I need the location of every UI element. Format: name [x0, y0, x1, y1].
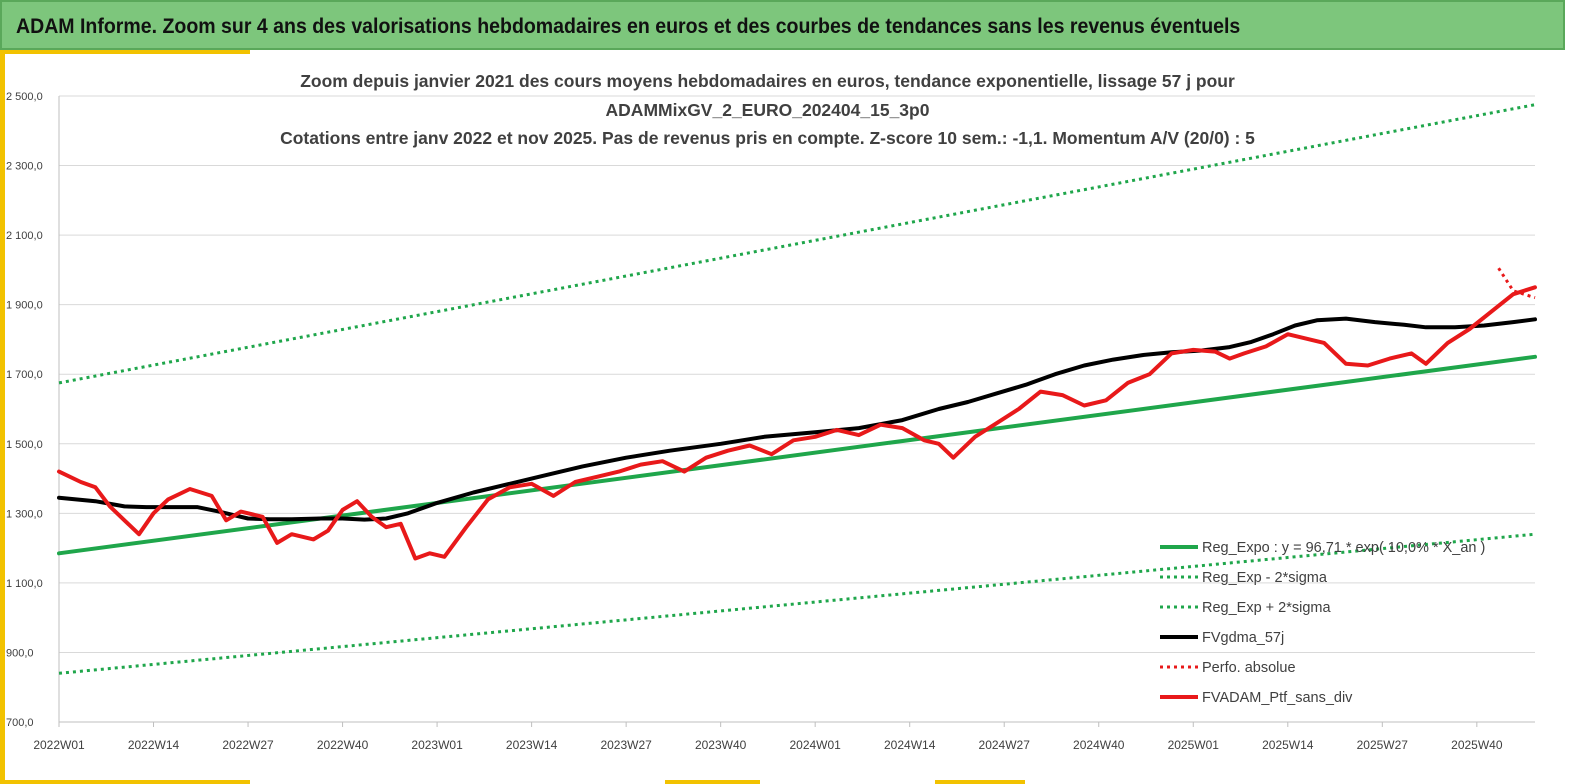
series-line-5	[1497, 267, 1536, 300]
x-tick-label: 2024W14	[884, 738, 936, 752]
y-tick-label: 1 700,0	[6, 369, 43, 381]
y-tick-label: 2 300,0	[6, 161, 43, 173]
series-line-3	[58, 103, 1536, 385]
gold-accent-bottom-3	[935, 780, 1025, 784]
series-line-2	[58, 532, 1536, 675]
y-tick-label: 900,0	[6, 647, 34, 659]
y-tick-label: 2 100,0	[6, 230, 43, 242]
x-tick-label: 2022W40	[317, 738, 369, 752]
chart-title-line-2: ADAMMixGV_2_EURO_202404_15_3p0	[605, 100, 930, 120]
x-tick-label: 2022W27	[222, 738, 274, 752]
y-tick-label: 1 100,0	[6, 578, 43, 590]
x-tick-label: 2025W40	[1451, 738, 1503, 752]
y-tick-label: 1 900,0	[6, 300, 43, 312]
legend-label: Perfo. absolue	[1202, 660, 1296, 676]
banner-title: ADAM Informe. Zoom sur 4 ans des valoris…	[16, 15, 1241, 38]
series-line-6	[57, 285, 1537, 561]
y-tick-label: 700,0	[6, 717, 34, 729]
gold-accent-bottom-2	[665, 780, 760, 784]
x-tick-label: 2025W14	[1262, 738, 1314, 752]
x-tick-label: 2024W27	[979, 738, 1031, 752]
x-tick-label: 2024W01	[789, 738, 841, 752]
y-tick-label: 1 300,0	[6, 508, 43, 520]
x-tick-label: 2023W01	[411, 738, 463, 752]
gold-accent-bottom	[0, 780, 250, 784]
gold-accent-left	[0, 50, 5, 780]
title-banner: ADAM Informe. Zoom sur 4 ans des valoris…	[0, 0, 1565, 50]
x-tick-label: 2022W01	[33, 738, 85, 752]
legend-label: FVADAM_Ptf_sans_div	[1202, 690, 1353, 706]
legend-label: Reg_Exp + 2*sigma	[1202, 600, 1331, 616]
legend-label: FVgdma_57j	[1202, 630, 1284, 646]
x-tick-label: 2023W40	[695, 738, 747, 752]
chart-title-line-3: Cotations entre janv 2022 et nov 2025. P…	[280, 128, 1255, 148]
legend-label: Reg_Exp - 2*sigma	[1202, 570, 1328, 586]
legend-label: Reg_Expo : y = 96,71 * exp( 10,0% * X_an…	[1202, 540, 1485, 556]
x-tick-label: 2025W01	[1168, 738, 1220, 752]
x-tick-label: 2023W14	[506, 738, 558, 752]
series-line-4	[57, 316, 1537, 522]
series-line-1	[57, 354, 1537, 556]
x-tick-label: 2023W27	[600, 738, 652, 752]
gold-accent-top	[0, 50, 250, 54]
x-tick-label: 2025W27	[1357, 738, 1409, 752]
chart-title-line-1: Zoom depuis janvier 2021 des cours moyen…	[300, 71, 1235, 91]
x-tick-label: 2022W14	[128, 738, 180, 752]
y-tick-label: 1 500,0	[6, 439, 43, 451]
x-tick-label: 2024W40	[1073, 738, 1125, 752]
y-tick-label: 2 500,0	[6, 91, 43, 103]
